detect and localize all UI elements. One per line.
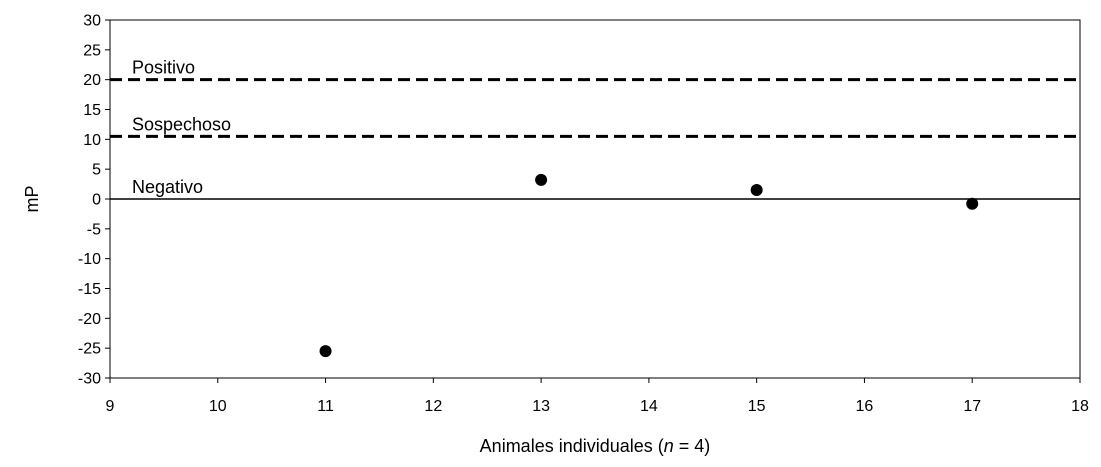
x-tick-label: 10	[209, 398, 227, 415]
y-tick-label: -5	[87, 221, 101, 238]
x-tick-label: 15	[748, 398, 766, 415]
y-tick-label: 25	[83, 42, 101, 59]
data-point	[319, 345, 332, 358]
region-label-negativo: Negativo	[132, 177, 203, 197]
x-axis-title: Animales individuales (n = 4)	[480, 436, 711, 456]
y-tick-label: 5	[92, 162, 101, 179]
x-axis-title-prefix: Animales individuales (	[480, 436, 664, 456]
data-point	[535, 173, 548, 186]
region-label-sospechoso: Sospechoso	[132, 114, 231, 134]
y-tick-label: 15	[83, 102, 101, 119]
x-tick-label: 18	[1071, 398, 1089, 415]
y-axis-title: mP	[22, 186, 42, 213]
x-tick-label: 14	[640, 398, 658, 415]
x-axis-title-suffix: = 4)	[674, 436, 711, 456]
x-tick-label: 13	[532, 398, 550, 415]
region-label-positivo: Positivo	[132, 58, 195, 78]
x-axis-title-italic: n	[664, 436, 674, 456]
y-tick-label: 0	[92, 192, 101, 209]
x-tick-label: 16	[856, 398, 874, 415]
y-tick-label: -25	[78, 341, 101, 358]
x-axis-ticks: 9 10 11 12 13 14 15 16 17 18	[106, 378, 1089, 415]
x-tick-label: 11	[317, 398, 334, 415]
y-tick-label: 20	[83, 72, 101, 89]
y-tick-label: 10	[83, 132, 101, 149]
y-tick-label: 30	[83, 13, 101, 30]
y-tick-label: -15	[78, 281, 101, 298]
y-axis-ticks: 30 25 20 15 10 5 0 -5 -10 -15 -20 -25 -30	[78, 13, 110, 388]
y-tick-label: -10	[78, 251, 101, 268]
y-tick-label: -20	[78, 311, 101, 328]
data-point	[750, 184, 763, 197]
data-points	[319, 173, 979, 358]
threshold-lines: Positivo Sospechoso Negativo	[110, 58, 1080, 200]
y-tick-label: -30	[78, 371, 101, 388]
x-tick-label: 17	[963, 398, 981, 415]
data-point	[966, 197, 979, 210]
x-tick-label: 12	[424, 398, 442, 415]
x-tick-label: 9	[106, 398, 115, 415]
